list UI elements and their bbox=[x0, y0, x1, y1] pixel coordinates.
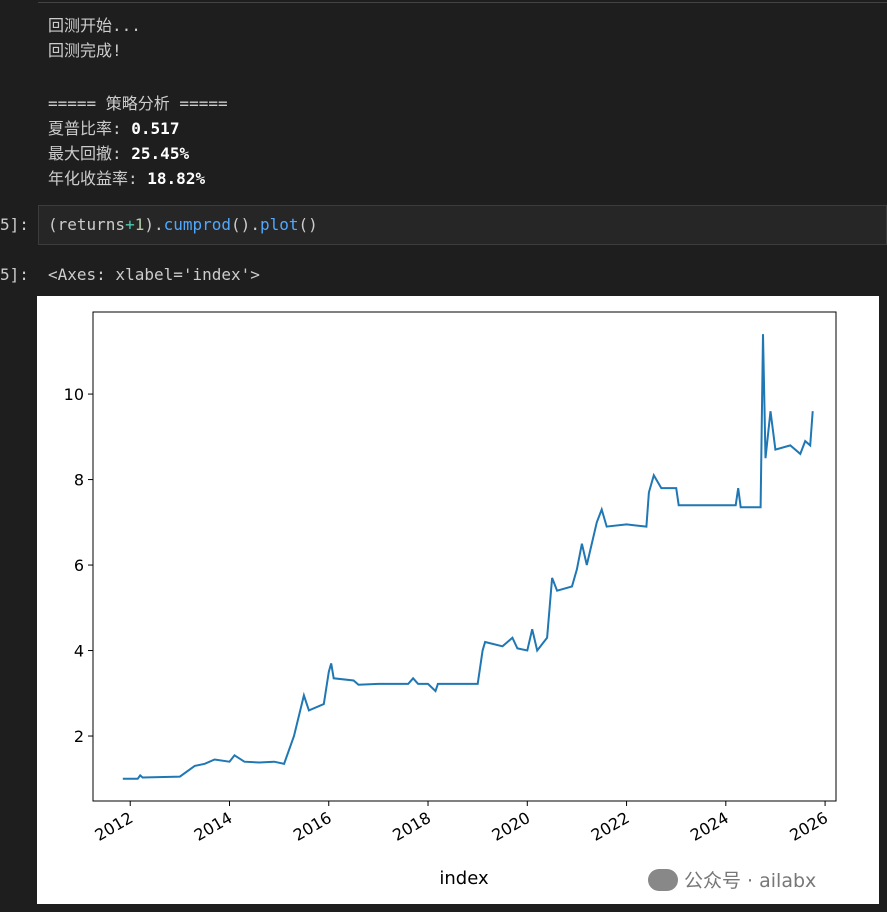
y-tick-label: 8 bbox=[74, 471, 84, 490]
wechat-icon bbox=[648, 868, 678, 891]
x-tick-label: 2014 bbox=[191, 808, 236, 845]
metric: 年化收益率: 18.82% bbox=[48, 165, 205, 189]
y-tick-label: 6 bbox=[74, 556, 84, 575]
x-tick-label: 2024 bbox=[687, 808, 732, 845]
line bbox=[122, 334, 814, 780]
chart: index 2 4 6 8 10 2012 2014 2016 2018 2020 2022 2024… bbox=[37, 296, 879, 904]
x-axis-label: index bbox=[439, 868, 489, 889]
watermark: 公众号 · ailabx bbox=[648, 866, 816, 893]
x-tick-label: 2012 bbox=[91, 808, 136, 845]
metric: 夏普比率: 0.517 bbox=[48, 115, 179, 139]
code: (returns+1).cumprod().plot() bbox=[48, 215, 318, 234]
code-token: (returns bbox=[48, 215, 126, 234]
x-tick-label: 2020 bbox=[489, 808, 534, 845]
output-line: ===== 策略分析 ===== bbox=[48, 94, 228, 113]
x-tick-label: 2018 bbox=[389, 808, 434, 845]
code-token: + bbox=[125, 215, 135, 234]
y-tick-label: 4 bbox=[74, 642, 84, 661]
metric-value: 18.82% bbox=[147, 169, 206, 188]
metric: 最大回撤: 25.45% bbox=[48, 140, 189, 164]
output-repr: <Axes: xlabel='index'> bbox=[48, 265, 260, 284]
x-tick-label: 2026 bbox=[786, 808, 831, 845]
y-tick-label: 10 bbox=[64, 385, 84, 404]
code-token: plot bbox=[259, 215, 299, 234]
code-token: 1 bbox=[134, 215, 145, 234]
axes-frame bbox=[92, 311, 837, 802]
metric-label: 最大回撤: bbox=[48, 144, 122, 163]
metric-label: 年化收益率: bbox=[48, 169, 138, 188]
output-line: 回测开始... bbox=[48, 16, 141, 35]
input-prompt: 5]: bbox=[0, 215, 29, 234]
metric-label: 夏普比率: bbox=[48, 119, 122, 138]
output-prompt: 5]: bbox=[0, 265, 29, 284]
x-tick-label: 2016 bbox=[290, 808, 335, 845]
code-token: cumprod bbox=[163, 215, 232, 234]
y-tick-label: 2 bbox=[74, 727, 84, 746]
metric-value: 25.45% bbox=[131, 144, 190, 163]
code-cell[interactable]: (returns+1).cumprod().plot() bbox=[38, 205, 887, 245]
x-tick-label: 2022 bbox=[588, 808, 633, 845]
output-line: 回测完成! bbox=[48, 41, 122, 60]
code-token: (). bbox=[231, 215, 260, 234]
code-token: () bbox=[298, 215, 318, 234]
watermark-text: 公众号 · ailabx bbox=[684, 870, 817, 892]
cell-border bbox=[38, 2, 887, 3]
code-token: ). bbox=[144, 215, 164, 234]
metric-value: 0.517 bbox=[131, 119, 180, 138]
